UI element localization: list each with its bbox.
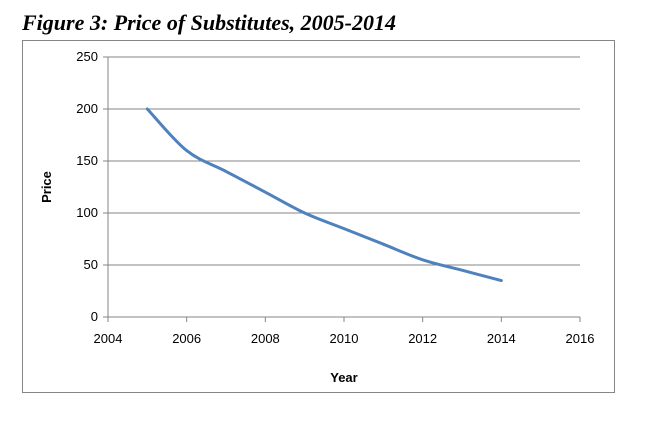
x-tick-label-2008: 2008 — [251, 331, 280, 346]
x-tick-label-2010: 2010 — [330, 331, 359, 346]
y-tick-label-100: 100 — [76, 205, 98, 220]
y-tick-label-50: 50 — [84, 257, 98, 272]
gridlines — [108, 56, 580, 266]
y-tick-label-250: 250 — [76, 49, 98, 64]
y-tick-label-0: 0 — [91, 309, 98, 324]
series-line-0 — [145, 107, 503, 283]
axes — [103, 56, 581, 322]
x-tick-label-2012: 2012 — [408, 331, 437, 346]
y-axis-title: Price — [39, 171, 54, 203]
figure-title: Figure 3: Price of Substitutes, 2005-201… — [22, 10, 397, 35]
chart-frame — [22, 40, 615, 393]
x-axis-title: Year — [330, 370, 357, 385]
x-tick-label-2006: 2006 — [172, 331, 201, 346]
y-tick-label-150: 150 — [76, 153, 98, 168]
x-tick-label-2014: 2014 — [487, 331, 516, 346]
x-tick-label-2016: 2016 — [566, 331, 595, 346]
series-lines — [145, 107, 503, 283]
y-tick-labels: 0 50 100 150 200 250 — [76, 49, 98, 324]
x-tick-labels: 2004 2006 2008 2010 2012 2014 2016 — [94, 331, 595, 346]
x-tick-label-2004: 2004 — [94, 331, 123, 346]
y-tick-label-200: 200 — [76, 101, 98, 116]
